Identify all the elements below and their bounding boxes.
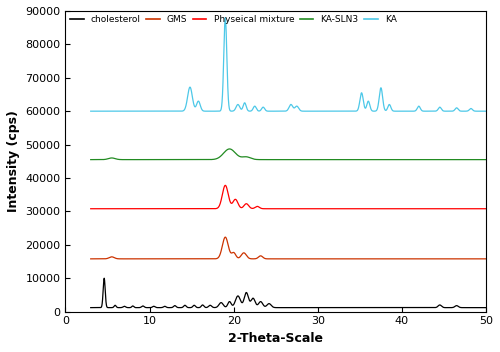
Y-axis label: Intensity (cps): Intensity (cps) (7, 111, 20, 212)
KA-SLN3 (339, 157, 345, 162)
KA-SLN3 (322, 157, 328, 162)
Physeical mixture (322, 207, 328, 211)
KA-SLN3 (108, 156, 114, 160)
KA (222, 15, 228, 20)
Physeical mixture (339, 207, 345, 211)
cholesterol (108, 306, 114, 310)
Physeical mixture (222, 183, 228, 188)
Physeical mixture (108, 207, 114, 211)
Line: GMS: GMS (90, 237, 486, 259)
KA-SLN3 (231, 150, 237, 154)
KA-SLN3 (483, 157, 489, 162)
KA (231, 108, 237, 113)
Physeical mixture (483, 207, 489, 211)
Line: KA: KA (90, 18, 486, 111)
cholesterol (231, 302, 237, 306)
GMS (381, 257, 387, 261)
Line: KA-SLN3: KA-SLN3 (90, 149, 486, 159)
Physeical mixture (402, 207, 408, 211)
GMS (222, 235, 228, 239)
cholesterol (322, 306, 328, 310)
cholesterol (402, 306, 408, 310)
KA-SLN3 (381, 157, 387, 162)
KA (339, 109, 345, 113)
KA (381, 104, 387, 108)
cholesterol (88, 306, 94, 310)
Physeical mixture (231, 199, 237, 203)
GMS (322, 257, 328, 261)
Physeical mixture (381, 207, 387, 211)
KA (88, 109, 94, 113)
KA (108, 109, 114, 113)
cholesterol (101, 276, 107, 280)
KA (402, 109, 408, 113)
KA-SLN3 (136, 157, 142, 162)
KA-SLN3 (88, 157, 94, 162)
GMS (231, 250, 237, 254)
Physeical mixture (88, 207, 94, 211)
Line: cholesterol: cholesterol (90, 278, 486, 308)
Legend: cholesterol, GMS, Physeical mixture, KA-SLN3, KA: cholesterol, GMS, Physeical mixture, KA-… (70, 15, 396, 24)
GMS (339, 257, 345, 261)
GMS (108, 255, 114, 259)
GMS (483, 257, 489, 261)
cholesterol (483, 306, 489, 310)
KA-SLN3 (226, 147, 232, 151)
cholesterol (381, 306, 387, 310)
X-axis label: 2-Theta-Scale: 2-Theta-Scale (228, 332, 324, 345)
GMS (402, 257, 408, 261)
GMS (88, 257, 94, 261)
Line: Physeical mixture: Physeical mixture (90, 186, 486, 209)
KA (322, 109, 328, 113)
KA-SLN3 (402, 157, 408, 162)
KA (483, 109, 489, 113)
cholesterol (339, 306, 345, 310)
